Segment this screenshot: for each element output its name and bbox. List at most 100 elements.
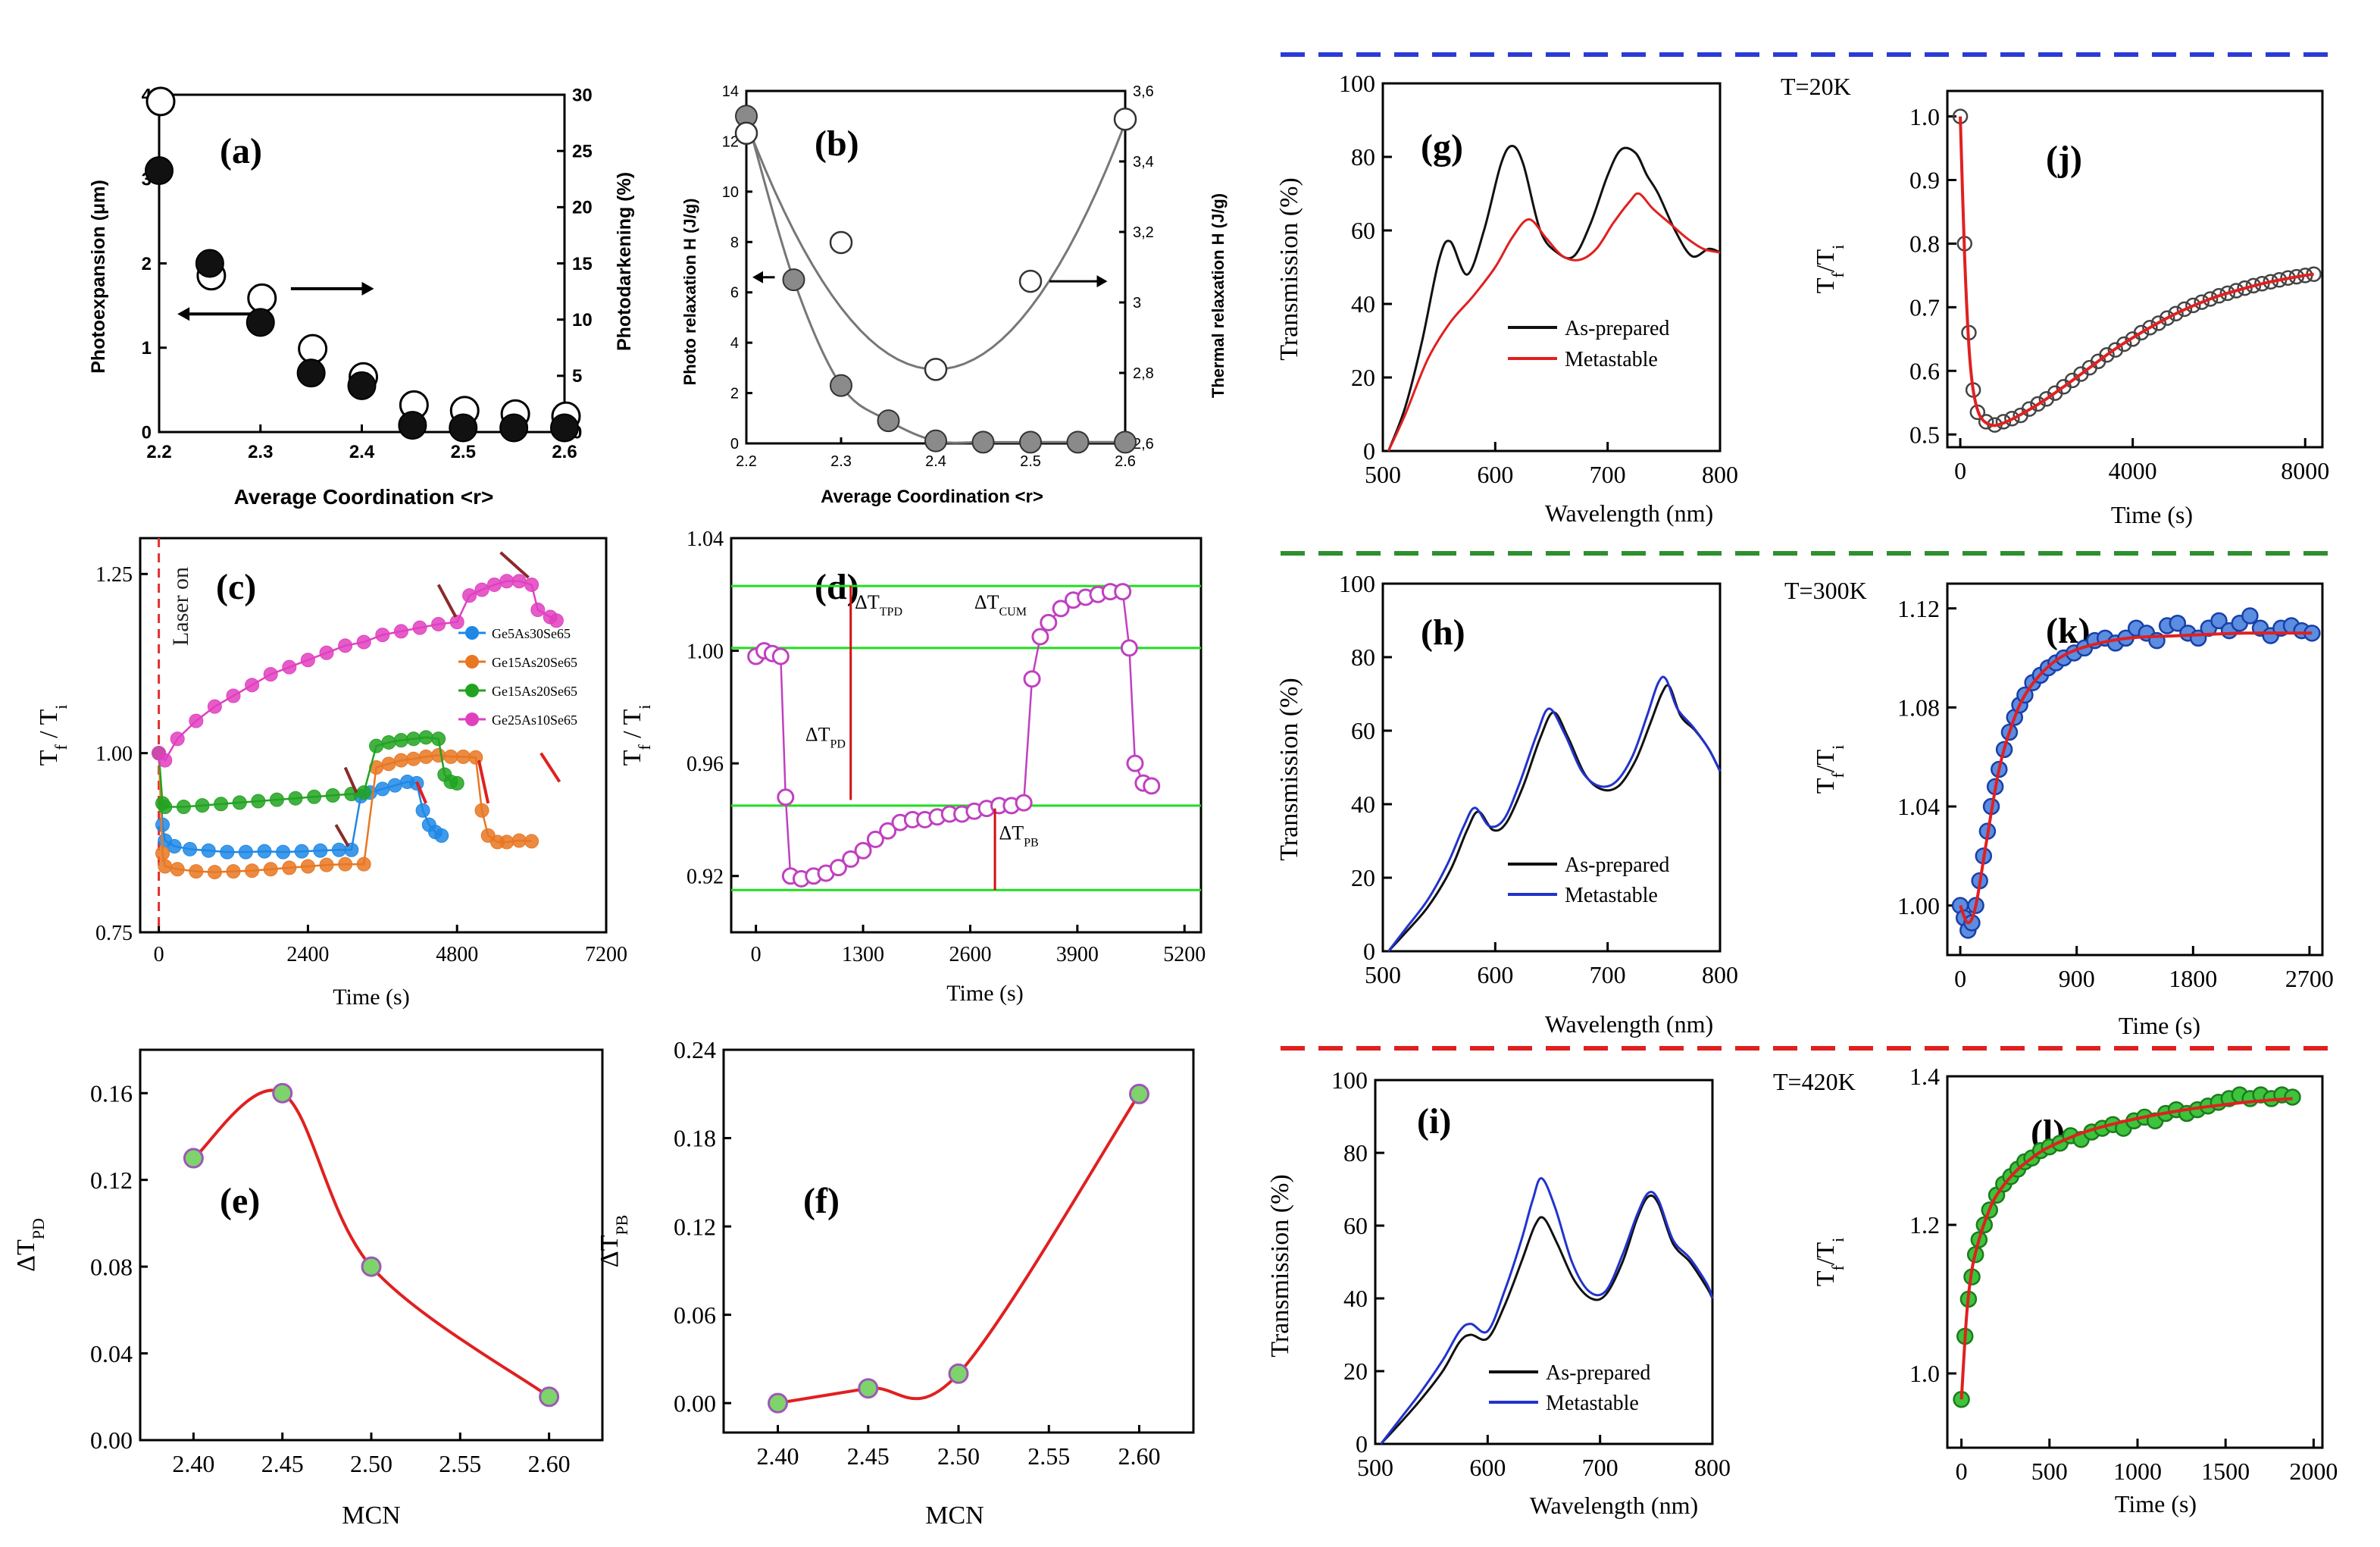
panel-e-xtick-label: 2.40 bbox=[172, 1450, 214, 1477]
panel-c-legend-label: Ge5As30Se65 bbox=[492, 626, 571, 641]
panel-c-point bbox=[257, 844, 272, 859]
panel-f-ytick-label: 0.18 bbox=[674, 1125, 716, 1152]
panel-j-ylabel-part: T bbox=[1812, 277, 1840, 293]
panel-c-point bbox=[176, 800, 191, 815]
panel-b-point-thermal bbox=[924, 358, 948, 381]
panel-b-label: (b) bbox=[815, 124, 859, 164]
panel-b-point-photo bbox=[1114, 431, 1137, 454]
panel-c-point bbox=[412, 620, 427, 635]
panel-j-point bbox=[2142, 319, 2158, 336]
panel-c-ylabel: Tf / Ti bbox=[35, 705, 70, 766]
panel-b-xtick-label: 2.5 bbox=[1020, 453, 1041, 470]
panel-f-ytick-label: 0.00 bbox=[674, 1389, 716, 1417]
panel-k-fit bbox=[1959, 631, 2313, 925]
panel-c-label: (c) bbox=[216, 567, 256, 607]
panel-a-point-photoexpansion bbox=[550, 413, 579, 443]
panel-d-ylabel-part: f bbox=[635, 744, 654, 750]
panel-i-ytick-label: 100 bbox=[1331, 1066, 1368, 1094]
panel-b-point-thermal bbox=[734, 121, 758, 146]
panel-d-point bbox=[1031, 628, 1049, 646]
panel-l-xlabel: Time (s) bbox=[2115, 1490, 2197, 1517]
panel-f-point bbox=[858, 1378, 879, 1399]
panel-k-ylabel-part: i bbox=[1828, 745, 1847, 750]
panel-g-xtick-label: 600 bbox=[1477, 461, 1513, 488]
panel-k-ylabel: Tf/Ti bbox=[1812, 745, 1847, 794]
panel-c-point bbox=[418, 730, 433, 745]
panel-c-point bbox=[356, 856, 371, 872]
panel-i-frame bbox=[1374, 1079, 1714, 1445]
panel-b-ytick-label: 4 bbox=[730, 335, 739, 352]
panel-j-point bbox=[2202, 291, 2219, 307]
panel-c-arrow-red bbox=[415, 781, 428, 804]
panel-d-xlabel: Time (s) bbox=[946, 981, 1023, 1006]
panel-i-ylabel: Transmission (%) bbox=[1266, 1174, 1294, 1358]
panel-d-point bbox=[866, 830, 884, 848]
panel-d-point bbox=[1023, 670, 1041, 688]
panel-e-curve bbox=[192, 1088, 550, 1398]
panel-c-ylabel-part: / T bbox=[35, 709, 63, 744]
panel-g-ytick-label: 60 bbox=[1351, 217, 1375, 244]
panel-e-ytick-label: 0.16 bbox=[90, 1079, 133, 1107]
panel-a-label: (a) bbox=[220, 131, 262, 171]
panel-d-annotation-sub: TPD bbox=[880, 605, 902, 618]
panel-j-xtick-label: 0 bbox=[1954, 457, 1966, 484]
panel-f-point bbox=[948, 1363, 969, 1384]
panel-b-arrow-left-head bbox=[752, 271, 763, 283]
panel-a-y2tick-label: 20 bbox=[572, 198, 593, 218]
panel-i-xtick-label: 600 bbox=[1469, 1454, 1506, 1481]
panel-c-point bbox=[406, 731, 421, 747]
panel-k-ytick-label: 1.12 bbox=[1897, 595, 1940, 622]
panel-g-temp: T=20K bbox=[1781, 73, 1851, 100]
panel-d-ylabel-part: / T bbox=[618, 709, 646, 744]
panel-b-point-photo bbox=[924, 429, 947, 453]
panel-j-ytick-label: 0.7 bbox=[1909, 294, 1940, 321]
panel-k-xtick-label: 2700 bbox=[2285, 965, 2334, 992]
panel-d-point bbox=[879, 822, 897, 840]
panel-l-ylabel-part: T bbox=[1812, 1270, 1840, 1286]
panel-e-ylabel: ΔTPD bbox=[12, 1218, 48, 1272]
panel-e-ytick-label: 0.12 bbox=[90, 1167, 133, 1194]
panel-k-ylabel-part: /T bbox=[1812, 750, 1840, 772]
panel-h-label: (h) bbox=[1421, 612, 1465, 653]
panel-b-point-thermal bbox=[1018, 269, 1043, 293]
panel-j-ytick-label: 0.8 bbox=[1909, 230, 1940, 258]
panel-d-xtick-label: 2600 bbox=[949, 943, 991, 966]
panel-d-annotation-main: ΔT bbox=[855, 591, 880, 613]
panel-e-ylabel-part: PD bbox=[29, 1218, 48, 1239]
panel-e-point bbox=[539, 1386, 560, 1408]
panel-j-ytick-label: 0.6 bbox=[1909, 357, 1940, 384]
panel-h-axes: 500 600 700 800 0 20 40 60 80 100 bbox=[1339, 570, 1738, 988]
panel-c-point bbox=[232, 795, 247, 810]
panel-k-ytick-label: 1.00 bbox=[1897, 892, 1940, 919]
panel-d-axes: 0 1300 2600 3900 5200 0.92 0.96 1.00 1.04 bbox=[686, 528, 1206, 966]
panel-l-xtick-label: 1500 bbox=[2201, 1458, 2250, 1485]
panel-c-point bbox=[158, 859, 173, 874]
panel-h-spectrum bbox=[1387, 675, 1722, 952]
panel-i-ytick-label: 60 bbox=[1343, 1212, 1368, 1239]
panel-c-point bbox=[387, 778, 402, 793]
panel-a-ytick-label: 2 bbox=[142, 254, 152, 274]
panel-e-frame bbox=[139, 1048, 604, 1442]
panel-l-xtick-label: 0 bbox=[1956, 1458, 1968, 1485]
panel-c-point bbox=[207, 865, 222, 880]
panel-h-ytick-label: 100 bbox=[1339, 570, 1375, 597]
panel-c-arrow bbox=[334, 824, 350, 847]
panel-b-point-thermal bbox=[829, 230, 853, 255]
panel-c-point bbox=[195, 798, 210, 813]
panel-c-point bbox=[207, 699, 222, 714]
panel-j-point bbox=[2211, 288, 2227, 304]
panel-b-point-photo bbox=[1019, 431, 1042, 454]
panel-c-point bbox=[338, 638, 353, 653]
panel-k-ytick-label: 1.08 bbox=[1897, 694, 1940, 722]
panel-g-ytick-label: 80 bbox=[1351, 143, 1375, 171]
panel-c-point bbox=[530, 603, 546, 618]
panel-c-xtick-label: 2400 bbox=[286, 943, 329, 966]
panel-f-point bbox=[768, 1392, 789, 1414]
panel-c-point bbox=[189, 864, 204, 879]
panel-b-ytick-label: 10 bbox=[722, 184, 739, 201]
panel-e-ytick-label: 0.04 bbox=[90, 1340, 133, 1367]
panel-i-spectrum bbox=[1380, 1177, 1714, 1445]
panel-l-axes: 0 500 1000 1500 2000 1.0 1.2 1.4 bbox=[1909, 1063, 2338, 1485]
panel-h-ylabel: Transmission (%) bbox=[1275, 678, 1303, 861]
panel-c-point bbox=[307, 789, 322, 804]
